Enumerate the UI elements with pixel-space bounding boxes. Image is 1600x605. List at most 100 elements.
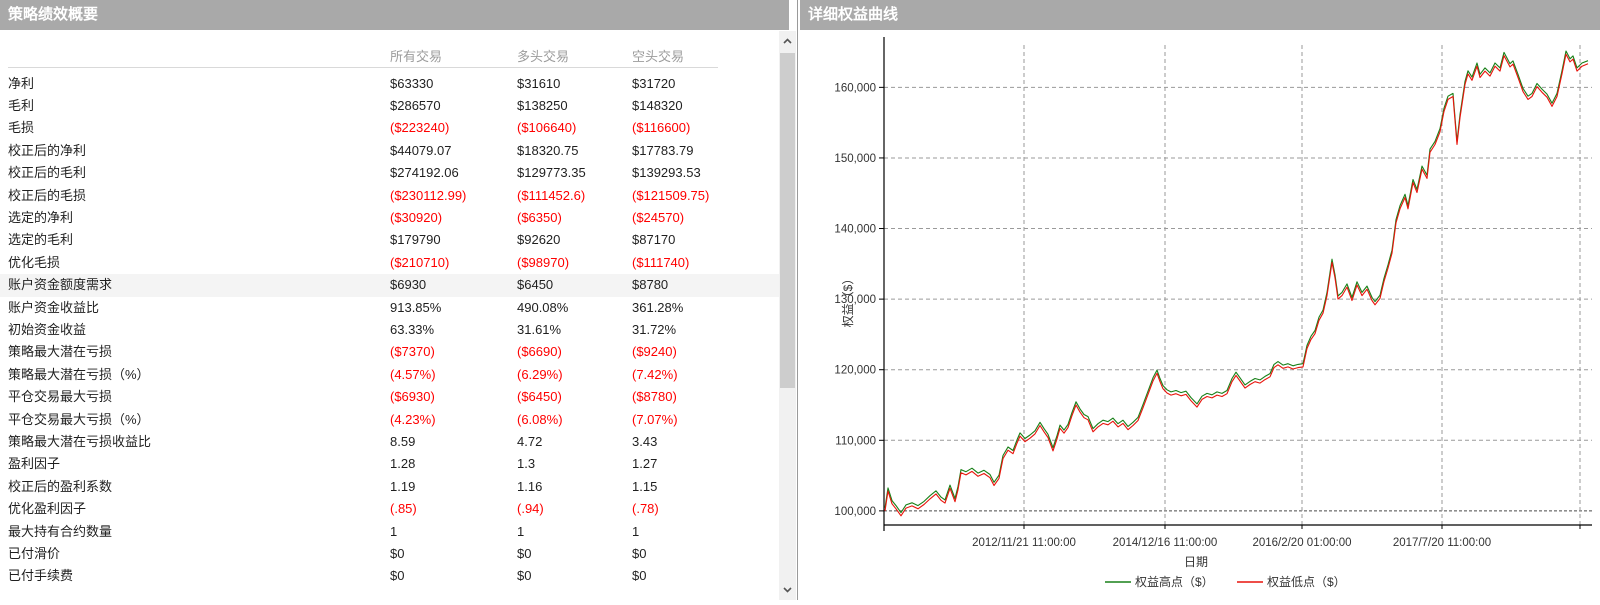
table-row[interactable]: 平仓交易最大亏损 ($6930) ($6450) ($8780) [0, 386, 779, 408]
equity-chart: 100,000 110,000 120,000 130,000 140,000 150,0… [834, 37, 1592, 589]
row-value: 1.27 [632, 456, 658, 472]
row-value: 31.61% [517, 321, 562, 337]
legend-label: 权益低点（$） [1267, 575, 1346, 589]
y-axis-title: 权益（$） [841, 273, 855, 328]
strategy-summary-panel: 策略绩效概要 所有交易 多头交易 空头交易 净利 $63330 $31610 $317… [0, 0, 797, 600]
y-tick-label: 140,000 [834, 224, 876, 236]
row-value: $31610 [517, 75, 561, 91]
left-panel-header: 策略绩效概要 [0, 0, 789, 30]
row-value: $18320.75 [517, 142, 579, 158]
equity-curve-panel: 详细权益曲线 100,000 110,000 120,000 130,000 140,0… [800, 0, 1600, 600]
row-value: ($106640) [517, 120, 577, 136]
table-row[interactable]: 毛损 ($223240) ($106640) ($116600) [0, 117, 779, 139]
table-row[interactable]: 校正后的净利 $44079.07 $18320.75 $17783.79 [0, 140, 779, 162]
row-label: 校正后的毛损 [8, 187, 87, 203]
row-value: ($6930) [390, 389, 435, 405]
scroll-up-button[interactable] [779, 33, 796, 50]
row-label: 校正后的盈利系数 [8, 478, 113, 494]
chevron-down-icon [783, 587, 792, 593]
row-value: $8780 [632, 277, 669, 293]
table-row[interactable]: 净利 $63330 $31610 $31720 [0, 73, 779, 95]
table-row[interactable]: 策略最大潜在亏损 ($7370) ($6690) ($9240) [0, 341, 779, 363]
table-row[interactable]: 策略最大潜在亏损（%） (4.57%) (6.29%) (7.42%) [0, 364, 779, 386]
row-label: 策略最大潜在亏损（%） [8, 366, 150, 382]
table-row[interactable]: 账户资金额度需求 $6930 $6450 $8780 [0, 274, 779, 297]
row-value: $0 [390, 546, 405, 562]
row-value: $6930 [390, 277, 427, 293]
row-label: 优化盈利因子 [8, 501, 87, 517]
row-label: 策略最大潜在亏损 [8, 344, 113, 360]
row-value: (.78) [632, 501, 659, 517]
row-value: (4.57%) [390, 366, 436, 382]
row-value: (7.42%) [632, 366, 678, 382]
panel-divider [797, 0, 798, 600]
row-label: 最大持有合约数量 [8, 523, 113, 539]
row-value: $179790 [390, 232, 441, 248]
row-value: $138250 [517, 97, 568, 113]
row-value: ($111452.6) [517, 187, 586, 203]
row-value: 31.72% [632, 321, 677, 337]
row-label: 账户资金收益比 [8, 299, 100, 315]
row-label: 已付手续费 [8, 568, 74, 584]
table-row[interactable]: 优化盈利因子 (.85) (.94) (.78) [0, 498, 779, 520]
chevron-up-icon [783, 38, 792, 44]
table-row[interactable]: 策略最大潜在亏损收益比 8.59 4.72 3.43 [0, 431, 779, 453]
y-tick-label: 150,000 [834, 153, 876, 165]
table-column-headers: 所有交易 多头交易 空头交易 [0, 46, 779, 66]
row-value: ($121509.75) [632, 187, 710, 203]
row-label: 策略最大潜在亏损收益比 [8, 434, 152, 449]
row-value: $286570 [390, 97, 441, 113]
row-value: (6.08%) [517, 411, 563, 427]
y-tick-label: 120,000 [834, 365, 876, 377]
table-row[interactable]: 已付手续费 $0 $0 $0 [0, 565, 779, 587]
left-panel-title: 策略绩效概要 [8, 6, 99, 23]
row-value: $0 [517, 546, 532, 562]
table-row[interactable]: 平仓交易最大亏损（%） (4.23%) (6.08%) (7.07%) [0, 409, 779, 431]
row-value: 1.15 [632, 478, 658, 494]
row-value: 361.28% [632, 299, 684, 315]
table-row[interactable]: 选定的净利 ($30920) ($6350) ($24570) [0, 207, 779, 229]
row-value: ($98970) [517, 254, 570, 270]
performance-table: 净利 $63330 $31610 $31720 毛利 $286570 $138250 $148… [0, 73, 779, 588]
column-header-all-trades: 所有交易 [390, 49, 443, 64]
row-label: 选定的净利 [8, 209, 74, 225]
table-row[interactable]: 盈利因子 1.28 1.3 1.27 [0, 453, 779, 475]
right-panel-title: 详细权益曲线 [808, 6, 899, 23]
table-row[interactable]: 校正后的毛利 $274192.06 $129773.35 $139293.53 [0, 162, 779, 184]
table-row[interactable]: 选定的毛利 $179790 $92620 $87170 [0, 229, 779, 251]
table-row[interactable]: 已付滑价 $0 $0 $0 [0, 543, 779, 565]
table-row[interactable]: 优化毛损 ($210710) ($98970) ($111740) [0, 252, 779, 274]
row-value: ($24570) [632, 209, 685, 225]
row-value: 1 [517, 523, 525, 539]
table-row[interactable]: 校正后的盈利系数 1.19 1.16 1.15 [0, 476, 779, 498]
row-value: 1 [632, 523, 640, 539]
y-tick-label: 160,000 [834, 82, 876, 94]
row-value: ($8780) [632, 389, 677, 405]
row-value: ($6690) [517, 344, 562, 360]
scroll-down-button[interactable] [779, 581, 796, 598]
row-value: 4.72 [517, 434, 543, 449]
row-value: 490.08% [517, 299, 569, 315]
row-value: $0 [632, 546, 647, 562]
vertical-scrollbar[interactable] [779, 31, 796, 600]
row-value: ($223240) [390, 120, 450, 136]
row-value: (.94) [517, 501, 544, 517]
row-value: 1.28 [390, 456, 416, 472]
row-label: 平仓交易最大亏损（%） [8, 411, 150, 427]
row-value: ($9240) [632, 344, 677, 360]
row-value: 1 [390, 523, 398, 539]
table-row[interactable]: 毛利 $286570 $138250 $148320 [0, 95, 779, 117]
table-row[interactable]: 账户资金收益比 913.85% 490.08% 361.28% [0, 297, 779, 319]
row-value: ($7370) [390, 344, 435, 360]
scrollbar-thumb[interactable] [780, 53, 795, 388]
row-label: 校正后的毛利 [8, 165, 87, 181]
row-value: (6.29%) [517, 366, 563, 382]
row-value: 8.59 [390, 434, 416, 449]
table-row[interactable]: 校正后的毛损 ($230112.99) ($111452.6) ($121509.75… [0, 185, 779, 207]
row-value: $148320 [632, 97, 683, 113]
table-row[interactable]: 初始资金收益 63.33% 31.61% 31.72% [0, 319, 779, 341]
column-header-long-trades: 多头交易 [517, 49, 570, 64]
row-label: 净利 [8, 75, 35, 91]
table-row[interactable]: 最大持有合约数量 1 1 1 [0, 521, 779, 543]
row-value: 913.85% [390, 299, 442, 315]
